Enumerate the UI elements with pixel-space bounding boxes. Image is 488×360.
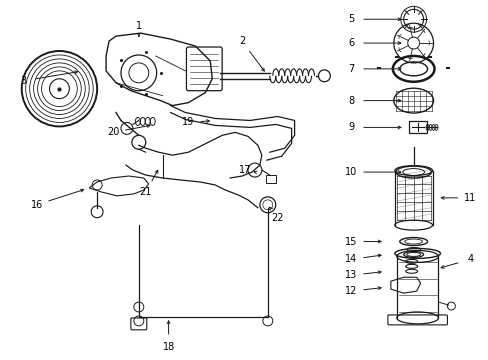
Text: 17: 17 (238, 165, 251, 175)
Text: 9: 9 (347, 122, 353, 132)
Text: 6: 6 (347, 38, 353, 48)
Text: 3: 3 (20, 76, 27, 86)
Text: 5: 5 (347, 14, 354, 24)
Text: 7: 7 (347, 64, 354, 74)
Text: 10: 10 (345, 167, 357, 177)
Text: 1: 1 (136, 21, 142, 31)
Text: 4: 4 (466, 255, 472, 264)
Text: 22: 22 (271, 213, 284, 223)
Text: 13: 13 (345, 270, 357, 280)
Text: 18: 18 (162, 342, 174, 352)
Text: 14: 14 (345, 255, 357, 264)
Text: 11: 11 (463, 193, 475, 203)
Text: 15: 15 (344, 237, 357, 247)
Text: 8: 8 (347, 96, 353, 105)
Text: 12: 12 (344, 286, 357, 296)
Text: 2: 2 (239, 36, 244, 46)
Text: 16: 16 (30, 200, 42, 210)
Text: 20: 20 (106, 127, 119, 138)
Text: 21: 21 (139, 187, 152, 197)
Text: 19: 19 (182, 117, 194, 127)
